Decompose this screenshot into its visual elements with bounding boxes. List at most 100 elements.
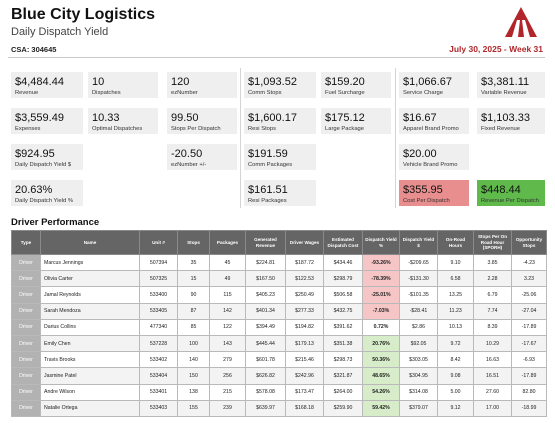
kpi-value: $1,093.52 [248, 76, 297, 88]
cell-yield-usd: -$209.65 [399, 253, 438, 272]
column-header[interactable]: Stops Per On Road Hour (SPORH) [473, 230, 512, 255]
cell-yield-pct: 48.65% [362, 367, 400, 385]
kpi-value: $191.59 [248, 148, 288, 160]
column-header[interactable]: Opportunity Stops [511, 230, 547, 255]
kpi-label: Apparel Brand Promo [403, 126, 459, 132]
cell-revenue: $578.08 [245, 383, 286, 401]
cell-revenue: $639.97 [245, 399, 286, 417]
csa-label: CSA: 304645 [11, 45, 57, 54]
kpi-label: Daily Dispatch Yield % [15, 198, 73, 204]
column-header[interactable]: Stops [177, 230, 210, 255]
table-row[interactable]: Driver Darius Collins 477340 85 122 $394.49 $1… [11, 318, 547, 336]
table-row[interactable]: Driver Sarah Mendoza 533405 87 142 $401.34 $27… [11, 302, 547, 320]
column-header[interactable]: Unit # [139, 230, 178, 255]
cell-revenue: $405.23 [245, 286, 286, 304]
cell-yield-pct: -7.03% [362, 302, 400, 320]
kpi-dispatch-yield: $924.95 Daily Dispatch Yield $ [11, 144, 83, 170]
cell-yield-usd: $314.08 [399, 383, 438, 401]
column-header[interactable]: Estimated Dispatch Cost [323, 230, 363, 255]
kpi-comm-stops: $1,093.52 Comm Stops [244, 72, 316, 98]
table-row[interactable]: Driver Jasmine Patel 533404 150 256 $626.82 $2… [11, 367, 547, 385]
cell-yield-usd: -$28.41 [399, 302, 438, 320]
cell-stops: 15 [177, 270, 210, 288]
column-header[interactable]: Generated Revenue [245, 230, 286, 255]
kpi-resi-stops: $1,600.17 Resi Stops [244, 108, 316, 134]
header-divider [8, 57, 545, 58]
cell-unit: 533403 [139, 399, 178, 417]
cell-name: Travis Brooks [40, 351, 140, 369]
cell-hours: 9.12 [437, 399, 474, 417]
cell-wages: $122.53 [285, 270, 324, 288]
cell-packages: 239 [209, 399, 246, 417]
column-header[interactable]: Dispatch Yield $ [399, 230, 438, 255]
cell-revenue: $626.82 [245, 367, 286, 385]
column-header[interactable]: Type [11, 230, 41, 255]
kpi-label: Comm Packages [248, 162, 293, 168]
cell-wages: $215.46 [285, 351, 324, 369]
kpi-label: Service Charge [403, 90, 443, 96]
cell-opp-stops: -17.89 [511, 318, 547, 336]
cell-hours: 8.42 [437, 351, 474, 369]
cell-sporh: 16.51 [473, 367, 512, 385]
cell-stops: 155 [177, 399, 210, 417]
cell-name: Emily Chen [40, 334, 140, 353]
cell-cost: $298.73 [323, 351, 363, 369]
cell-wages: $173.47 [285, 383, 324, 401]
cell-name: Darius Collins [40, 318, 140, 336]
table-row[interactable]: Driver Jamal Reynolds 533400 90 115 $405.23 $2… [11, 286, 547, 304]
kpi-value: 120 [171, 76, 190, 88]
kpi-revenue-per-dispatch: $448.44 Revenue Per Dispatch [477, 180, 545, 206]
cell-revenue: $394.49 [245, 318, 286, 336]
cell-hours: 9.72 [437, 334, 474, 353]
cell-revenue: $445.44 [245, 334, 286, 353]
cell-unit: 533405 [139, 302, 178, 320]
table-row[interactable]: Driver Marcus Jennings 507394 35 45 $224.81 $1… [11, 253, 547, 272]
kpi-value: $3,381.11 [481, 76, 530, 88]
kpi-vehicle-brand-promo: $20.00 Vehicle Brand Promo [399, 144, 469, 170]
cell-wages: $194.82 [285, 318, 324, 336]
cell-packages: 256 [209, 367, 246, 385]
cell-stops: 87 [177, 302, 210, 320]
cell-stops: 90 [177, 286, 210, 304]
column-header[interactable]: Dispatch Yield % [362, 230, 400, 255]
table-row[interactable]: Driver Emily Chen 537228 100 143 $445.44 $179.… [11, 334, 547, 353]
kpi-value: $1,066.67 [403, 76, 452, 88]
cell-sporh: 2.28 [473, 270, 512, 288]
column-header[interactable]: On-Road Hours [437, 230, 474, 255]
kpi-dispatch-yield-pct: 20.63% Daily Dispatch Yield % [11, 180, 83, 206]
kpi-value: $161.51 [248, 184, 288, 196]
cell-unit: 477340 [139, 318, 178, 336]
cell-stops: 35 [177, 253, 210, 272]
cell-name: Olivia Carter [40, 270, 140, 288]
cell-type: Driver [11, 270, 41, 288]
table-body: Driver Marcus Jennings 507394 35 45 $224.81 $1… [11, 253, 547, 417]
cell-sporh: 6.79 [473, 286, 512, 304]
cell-wages: $277.33 [285, 302, 324, 320]
cell-hours: 6.58 [437, 270, 474, 288]
cell-unit: 507394 [139, 253, 178, 272]
company-logo-icon [505, 7, 537, 37]
cell-revenue: $224.81 [245, 253, 286, 272]
table-row[interactable]: Driver Travis Brooks 533402 140 279 $601.78 $2… [11, 351, 547, 369]
kpi-stops-per-dispatch: 99.50 Stops Per Dispatch [167, 108, 237, 134]
column-header[interactable]: Packages [209, 230, 246, 255]
table-row[interactable]: Driver Andre Wilson 533401 138 215 $578.08 $17… [11, 383, 547, 401]
table-row[interactable]: Driver Olivia Carter 507325 15 49 $167.50 $122… [11, 270, 547, 288]
cell-cost: $506.58 [323, 286, 363, 304]
kpi-value: $1,103.33 [481, 112, 530, 124]
kpi-value: -20.50 [171, 148, 203, 160]
cell-hours: 9.08 [437, 367, 474, 385]
cell-name: Sarah Mendoza [40, 302, 140, 320]
cell-yield-usd: $303.05 [399, 351, 438, 369]
cell-name: Marcus Jennings [40, 253, 140, 272]
cell-unit: 533400 [139, 286, 178, 304]
cell-yield-usd: -$101.35 [399, 286, 438, 304]
cell-stops: 140 [177, 351, 210, 369]
cell-yield-usd: $379.07 [399, 399, 438, 417]
kpi-service-charge: $1,066.67 Service Charge [399, 72, 469, 98]
cell-packages: 215 [209, 383, 246, 401]
cell-hours: 11.23 [437, 302, 474, 320]
column-header[interactable]: Name [40, 230, 140, 255]
table-row[interactable]: Driver Natalie Ortega 533403 155 239 $639.97 $… [11, 399, 547, 417]
column-header[interactable]: Driver Wages [285, 230, 324, 255]
